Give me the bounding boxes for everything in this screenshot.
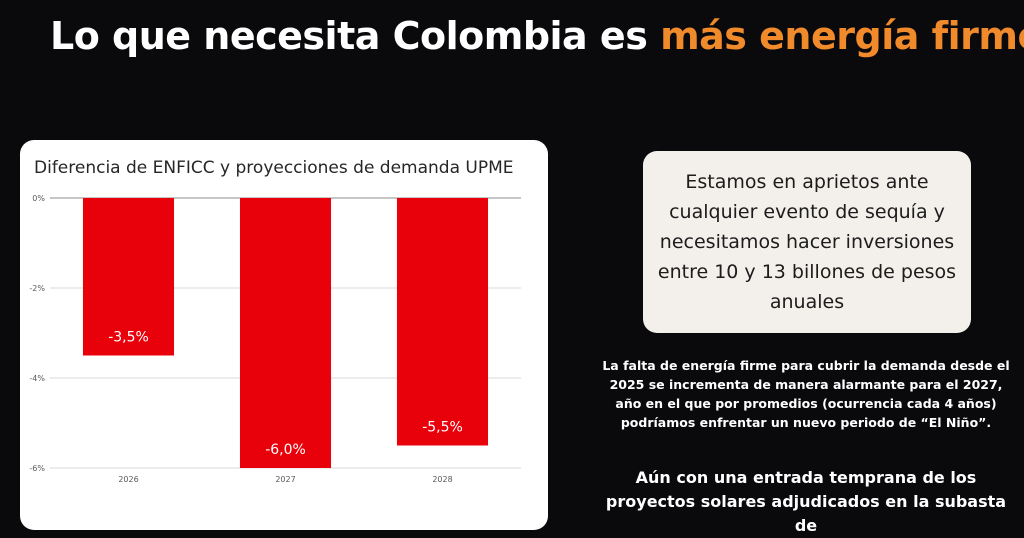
slide-title-main: Lo que necesita Colombia es: [50, 14, 661, 58]
slide-title-accent: más energía firme: [660, 14, 1024, 58]
y-tick-label: -2%: [29, 284, 45, 293]
y-tick-label: -6%: [29, 464, 45, 473]
x-tick-label: 2027: [275, 475, 295, 484]
body-paragraph-2: Aún con una entrada temprana de los proy…: [605, 468, 1007, 535]
bar-chart: 0% -2% -4% -6% -3,5% 2026 -6,0% 2027 -5,5% 2028: [29, 194, 521, 484]
bar: [82, 198, 175, 356]
x-tick-label: 2028: [432, 475, 452, 484]
data-label: -5,5%: [422, 420, 463, 436]
callout-text: Estamos en aprietos ante cualquier event…: [657, 171, 957, 313]
chart-title: Diferencia de ENFICC y proyecciones de d…: [34, 158, 514, 178]
y-tick-label: 0%: [32, 194, 45, 203]
callout-box: Estamos en aprietos ante cualquier event…: [643, 151, 971, 333]
y-tick-label: -4%: [29, 374, 45, 383]
x-tick-label: 2026: [118, 475, 138, 484]
bar: [396, 198, 489, 446]
data-label: -3,5%: [108, 330, 149, 346]
chart-card: Diferencia de ENFICC y proyecciones de d…: [20, 140, 548, 530]
data-label: -6,0%: [265, 442, 306, 458]
body-paragraph-1: La falta de energía firme para cubrir la…: [602, 358, 1010, 430]
slide-title: Lo que necesita Colombia es más energía …: [50, 14, 1024, 58]
bar: [239, 198, 332, 468]
